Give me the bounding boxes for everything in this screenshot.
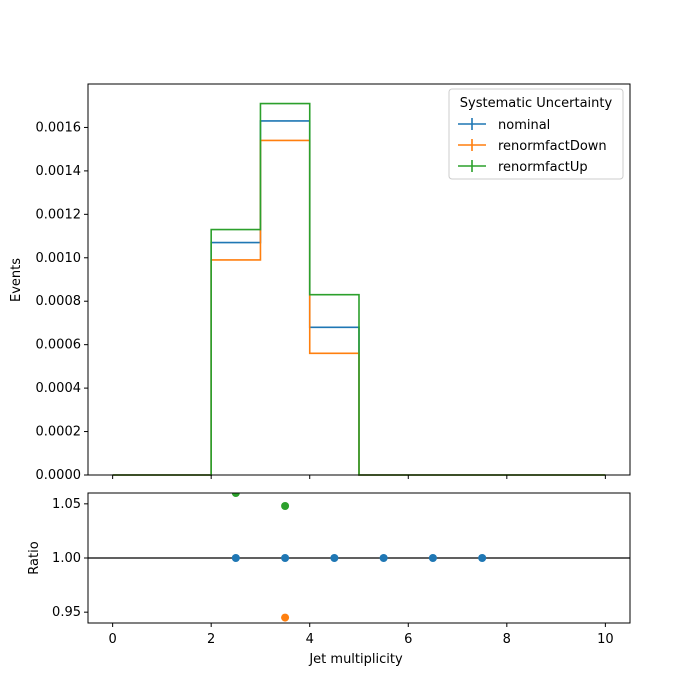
ratio-point-nominal	[330, 554, 339, 562]
ratio-y-tick-label: 0.95	[52, 605, 81, 620]
main-y-tick-label: 0.0006	[36, 338, 82, 353]
legend-item-renormfactDown: renormfactDown	[458, 139, 607, 154]
ratio-point-nominal	[428, 554, 437, 562]
main-y-tick-label: 0.0016	[36, 120, 82, 135]
ratio-y-axis-label: Ratio	[27, 541, 42, 574]
main-y-tick-label: 0.0012	[36, 207, 82, 222]
legend-item-nominal: nominal	[458, 118, 550, 133]
ratio-point-renormfactUp	[281, 502, 290, 510]
legend: Systematic Uncertainty nominal renormfactD…	[448, 88, 624, 180]
ratio-x-tick-label: 6	[404, 632, 412, 647]
legend-title: Systematic Uncertainty	[460, 96, 613, 111]
ratio-point-nominal	[281, 554, 290, 562]
main-y-tick-label: 0.0002	[36, 425, 82, 440]
legend-label: nominal	[498, 118, 550, 133]
ratio-points	[231, 493, 487, 622]
main-axes-frame	[87, 83, 631, 476]
main-y-tick-label: 0.0014	[36, 164, 82, 179]
main-y-tick-label: 0.0000	[36, 468, 82, 483]
main-y-tick-label: 0.0004	[36, 381, 82, 396]
ratio-x-tick-label: 4	[306, 632, 314, 647]
ratio-point-nominal	[379, 554, 388, 562]
main-y-tick-label: 0.0008	[36, 294, 82, 309]
ratio-point-renormfactUp	[231, 493, 240, 497]
ratio-x-tick-label: 8	[503, 632, 511, 647]
main-y-tick-label: 0.0010	[36, 251, 82, 266]
ratio-plot: 0 2 4 6 8 10 0.95 1.00 1.05	[52, 492, 631, 647]
ratio-y-tick-label: 1.00	[52, 551, 81, 566]
ratio-x-tick-label: 0	[108, 632, 116, 647]
main-plot: 0.0000 0.0002 0.0004 0.0006 0.0008 0.0010 0.00…	[36, 83, 631, 483]
ratio-x-tick-label: 2	[207, 632, 215, 647]
legend-label: renormfactDown	[498, 139, 607, 154]
legend-box	[448, 88, 624, 180]
legend-item-renormfactUp: renormfactUp	[458, 160, 588, 175]
x-axis-label: Jet multiplicity	[308, 652, 403, 667]
legend-label: renormfactUp	[498, 160, 588, 175]
ratio-x-tick-label: 10	[597, 632, 614, 647]
ratio-point-renormfactDown	[281, 613, 290, 622]
ratio-point-nominal	[231, 554, 240, 562]
main-y-axis-label: Events	[9, 258, 24, 302]
ratio-y-tick-label: 1.05	[52, 497, 81, 512]
ratio-point-nominal	[478, 554, 487, 562]
